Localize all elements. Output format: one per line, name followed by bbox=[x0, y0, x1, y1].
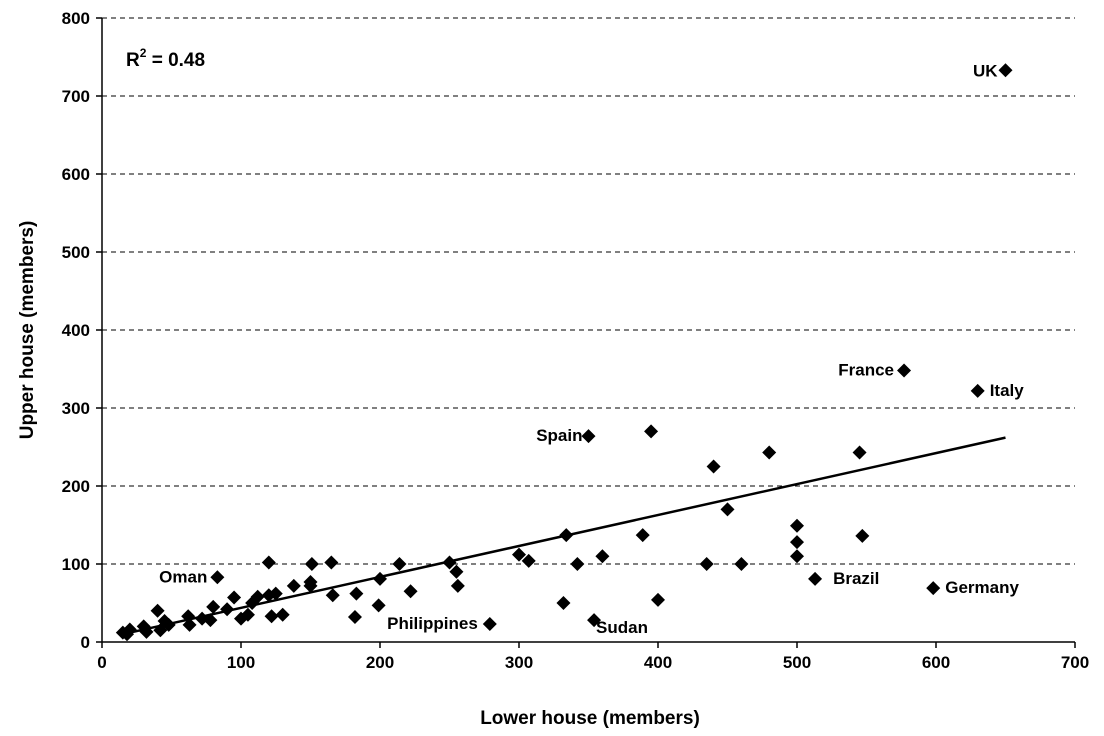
data-point bbox=[403, 584, 418, 599]
data-point bbox=[556, 596, 571, 610]
data-point-spain bbox=[581, 429, 596, 444]
point-label-germany: Germany bbox=[945, 578, 1019, 597]
y-tick-label: 100 bbox=[62, 555, 90, 574]
r-squared-suffix: = 0.48 bbox=[146, 50, 205, 71]
x-tick-label: 700 bbox=[1061, 653, 1089, 672]
x-tick-label: 0 bbox=[97, 653, 106, 672]
data-point bbox=[182, 617, 197, 632]
data-point bbox=[790, 518, 804, 533]
r-squared-sup: 2 bbox=[140, 46, 147, 60]
r-squared-prefix: R bbox=[126, 50, 140, 71]
data-point bbox=[161, 617, 176, 632]
data-point bbox=[699, 557, 714, 571]
data-point bbox=[227, 590, 242, 605]
axes bbox=[96, 17, 1076, 648]
y-tick-label: 600 bbox=[62, 165, 90, 184]
x-tick-label: 400 bbox=[644, 653, 672, 672]
data-point bbox=[855, 528, 870, 543]
x-tick-label: 300 bbox=[505, 653, 533, 672]
y-tick-label: 700 bbox=[62, 87, 90, 106]
data-point bbox=[181, 609, 196, 624]
data-point bbox=[635, 528, 650, 543]
data-point bbox=[122, 622, 137, 637]
point-labels: Oman Philippines Spain Sudan Brazil France Ger… bbox=[159, 61, 1024, 637]
data-point bbox=[442, 555, 457, 570]
data-point bbox=[852, 445, 867, 460]
data-point bbox=[325, 588, 340, 603]
data-point bbox=[150, 603, 165, 618]
point-label-philippines: Philippines bbox=[387, 614, 478, 633]
point-label-spain: Spain bbox=[536, 426, 582, 445]
point-label-sudan: Sudan bbox=[596, 618, 648, 637]
data-point bbox=[734, 557, 749, 571]
point-label-italy: Italy bbox=[990, 381, 1025, 400]
data-point bbox=[373, 571, 387, 586]
point-label-oman: Oman bbox=[159, 567, 207, 586]
r-squared-annotation: R2 = 0.48 bbox=[126, 46, 205, 71]
data-point bbox=[139, 624, 154, 639]
data-point bbox=[264, 609, 279, 624]
data-point bbox=[512, 547, 526, 562]
data-point bbox=[720, 502, 735, 517]
data-point bbox=[450, 578, 465, 593]
y-tick-label: 200 bbox=[62, 477, 90, 496]
data-point bbox=[303, 574, 318, 589]
data-point-germany bbox=[926, 581, 941, 596]
data-point bbox=[790, 549, 804, 564]
data-point-uk bbox=[998, 63, 1013, 78]
data-point bbox=[347, 610, 362, 625]
y-tick-label: 300 bbox=[62, 399, 90, 418]
y-tick-label: 800 bbox=[62, 9, 90, 28]
point-label-brazil: Brazil bbox=[833, 569, 879, 588]
data-point-sudan bbox=[587, 613, 602, 628]
x-tick-label: 100 bbox=[227, 653, 255, 672]
data-point bbox=[250, 589, 265, 604]
data-point bbox=[706, 459, 721, 474]
point-label-uk: UK bbox=[973, 61, 998, 80]
data-point bbox=[392, 557, 407, 571]
x-tick-label: 600 bbox=[922, 653, 950, 672]
data-point-italy bbox=[970, 383, 985, 398]
data-point bbox=[240, 607, 255, 622]
data-point bbox=[449, 564, 464, 579]
data-point bbox=[651, 592, 665, 607]
x-axis-title: Lower house (members) bbox=[480, 708, 700, 729]
data-point bbox=[261, 555, 276, 570]
data-point bbox=[521, 553, 536, 568]
data-point bbox=[762, 445, 777, 460]
point-label-france: France bbox=[838, 361, 894, 380]
data-point bbox=[349, 586, 364, 601]
data-point-france bbox=[897, 363, 912, 378]
tick-labels: 0 100 200 300 400 500 600 700 800 0 100 200 300 400 50… bbox=[62, 9, 1090, 672]
data-point bbox=[570, 557, 585, 571]
data-point bbox=[286, 578, 301, 593]
data-point bbox=[220, 602, 235, 617]
data-point-brazil bbox=[808, 571, 823, 586]
y-tick-label: 500 bbox=[62, 243, 90, 262]
data-point bbox=[371, 598, 386, 613]
data-point bbox=[268, 586, 283, 601]
data-point-philippines bbox=[482, 617, 497, 632]
data-point bbox=[304, 557, 319, 571]
y-axis-title: Upper house (members) bbox=[17, 221, 38, 440]
y-tick-label: 400 bbox=[62, 321, 90, 340]
data-point bbox=[120, 627, 135, 642]
data-point bbox=[206, 599, 221, 614]
gridlines bbox=[102, 17, 1075, 565]
x-tick-label: 500 bbox=[783, 653, 811, 672]
data-point bbox=[790, 535, 804, 550]
data-point bbox=[559, 528, 574, 543]
data-point bbox=[203, 613, 218, 628]
data-point bbox=[324, 555, 339, 570]
data-point bbox=[595, 549, 610, 564]
data-point bbox=[275, 607, 290, 622]
data-point bbox=[644, 424, 659, 439]
y-tick-label: 0 bbox=[81, 633, 90, 652]
data-point-oman bbox=[210, 570, 225, 585]
data-points bbox=[115, 63, 1013, 642]
x-tick-label: 200 bbox=[366, 653, 394, 672]
